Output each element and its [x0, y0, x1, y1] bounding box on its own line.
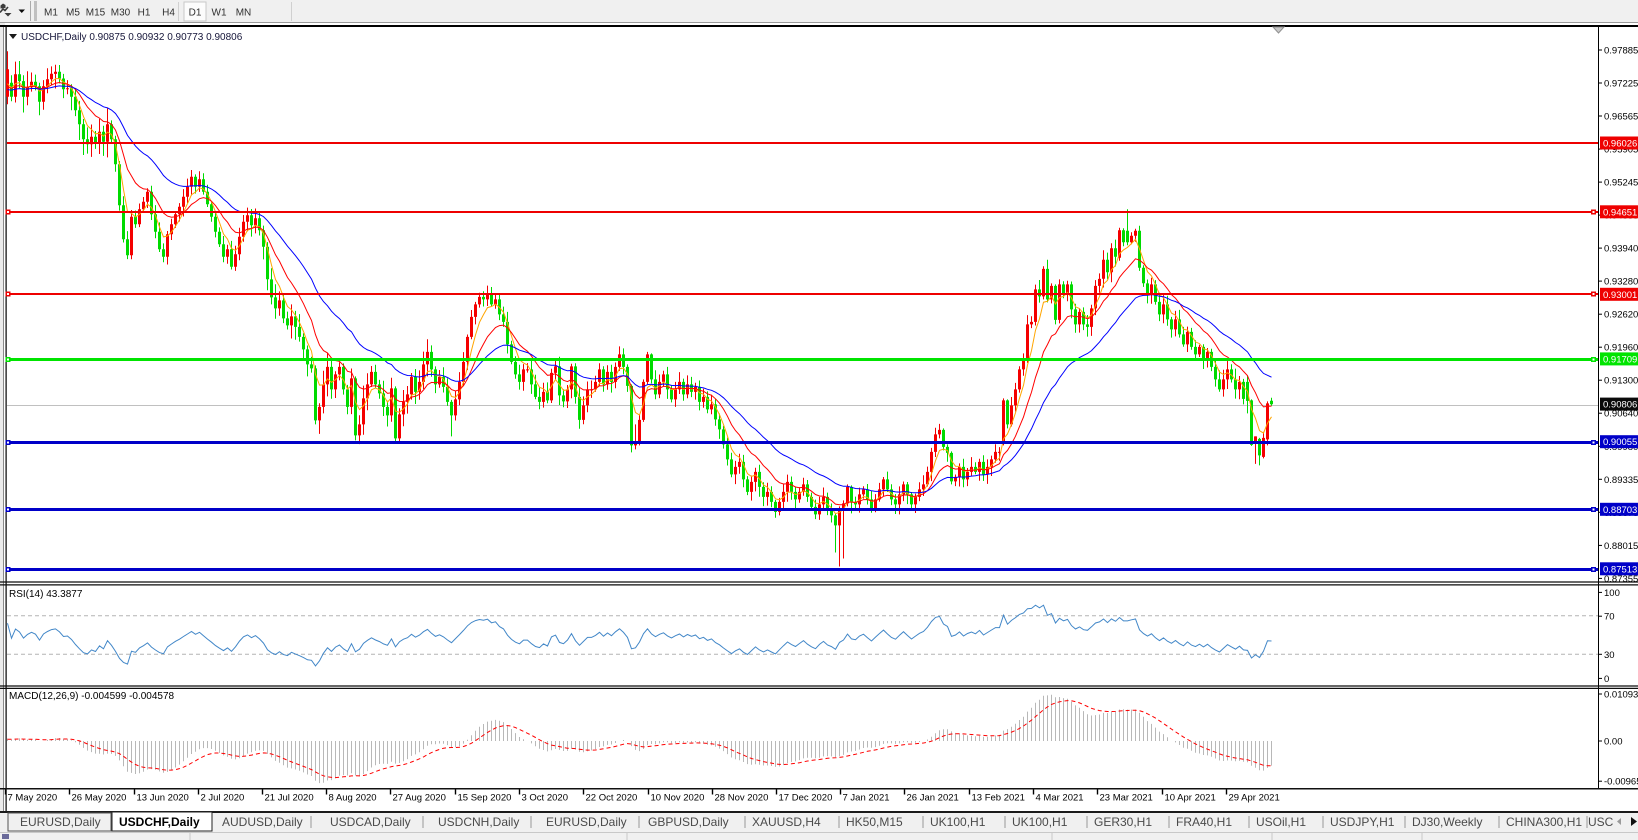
svg-text:13 Jun 2020: 13 Jun 2020: [137, 793, 189, 804]
svg-text:USOil,H1: USOil,H1: [1256, 815, 1306, 829]
svg-text:0.93001: 0.93001: [1603, 290, 1637, 301]
svg-text:M1: M1: [44, 8, 58, 19]
svg-text:8 Aug 2020: 8 Aug 2020: [329, 793, 377, 804]
svg-text:21 Jul 2020: 21 Jul 2020: [265, 793, 314, 804]
svg-text:0.91960: 0.91960: [1604, 343, 1638, 354]
svg-text:3 Oct 2020: 3 Oct 2020: [522, 793, 568, 804]
svg-text:CHINA300,H1: CHINA300,H1: [1506, 815, 1582, 829]
svg-text:GBPUSD,Daily: GBPUSD,Daily: [648, 815, 729, 829]
svg-text:13 Feb 2021: 13 Feb 2021: [972, 793, 1025, 804]
svg-text:0.90055: 0.90055: [1603, 437, 1637, 448]
svg-text:UK100,H1: UK100,H1: [1012, 815, 1068, 829]
svg-text:MN: MN: [236, 8, 252, 19]
svg-text:0.97225: 0.97225: [1604, 79, 1638, 90]
svg-text:M30: M30: [111, 8, 131, 19]
svg-text:26 May 2020: 26 May 2020: [72, 793, 127, 804]
svg-text:H1: H1: [138, 8, 151, 19]
svg-text:10 Nov 2020: 10 Nov 2020: [651, 793, 705, 804]
svg-text:USDCNH,Daily: USDCNH,Daily: [438, 815, 519, 829]
svg-text:0.95245: 0.95245: [1604, 178, 1638, 189]
svg-text:USDCHF,Daily 0.90875 0.90932: USDCHF,Daily 0.90875 0.90932 0.90773 0.9…: [21, 32, 243, 43]
svg-text:0.97885: 0.97885: [1604, 46, 1638, 57]
svg-text:D1: D1: [189, 8, 202, 19]
svg-text:USDCAD,Daily: USDCAD,Daily: [330, 815, 411, 829]
svg-text:26 Jan 2021: 26 Jan 2021: [907, 793, 959, 804]
svg-text:0.94651: 0.94651: [1603, 207, 1637, 218]
svg-text:4 Mar 2021: 4 Mar 2021: [1036, 793, 1084, 804]
svg-text:XAUUSD,H4: XAUUSD,H4: [752, 815, 821, 829]
svg-text:USDJPY,H1: USDJPY,H1: [1330, 815, 1395, 829]
svg-text:MACD(12,26,9) -0.004599 -0.004: MACD(12,26,9) -0.004599 -0.004578: [9, 691, 175, 702]
svg-text:0.89335: 0.89335: [1604, 475, 1638, 486]
svg-text:23 Mar 2021: 23 Mar 2021: [1100, 793, 1153, 804]
svg-text:0.00: 0.00: [1604, 737, 1623, 748]
svg-text:70: 70: [1604, 612, 1615, 623]
svg-text:0.87513: 0.87513: [1603, 564, 1637, 575]
svg-text:0.96026: 0.96026: [1603, 139, 1637, 150]
svg-text:H4: H4: [162, 8, 175, 19]
svg-text:7 Jan 2021: 7 Jan 2021: [843, 793, 890, 804]
svg-text:EURUSD,Daily: EURUSD,Daily: [546, 815, 627, 829]
svg-text:29 Apr 2021: 29 Apr 2021: [1229, 793, 1280, 804]
svg-text:15 Sep 2020: 15 Sep 2020: [458, 793, 512, 804]
svg-text:0: 0: [1604, 674, 1609, 685]
svg-text:EURUSD,Daily: EURUSD,Daily: [20, 815, 101, 829]
svg-text:10 Apr 2021: 10 Apr 2021: [1165, 793, 1216, 804]
svg-text:FRA40,H1: FRA40,H1: [1176, 815, 1232, 829]
svg-text:USDCHF,Daily: USDCHF,Daily: [119, 815, 200, 829]
svg-text:HK50,M15: HK50,M15: [846, 815, 903, 829]
svg-text:27 Aug 2020: 27 Aug 2020: [393, 793, 446, 804]
svg-text:0.88015: 0.88015: [1604, 541, 1638, 552]
svg-text:0.010933: 0.010933: [1604, 690, 1638, 701]
svg-text:0.96565: 0.96565: [1604, 112, 1638, 123]
svg-text:0.88703: 0.88703: [1603, 505, 1637, 516]
svg-text:30: 30: [1604, 650, 1615, 661]
svg-text:0.91709: 0.91709: [1603, 354, 1637, 365]
svg-text:UK100,H1: UK100,H1: [930, 815, 986, 829]
svg-text:AUDUSD,Daily: AUDUSD,Daily: [222, 815, 303, 829]
svg-text:28 Nov 2020: 28 Nov 2020: [715, 793, 769, 804]
svg-text:17 Dec 2020: 17 Dec 2020: [779, 793, 833, 804]
svg-text:0.87355: 0.87355: [1604, 574, 1638, 585]
svg-text:M5: M5: [66, 8, 80, 19]
svg-text:0.91300: 0.91300: [1604, 376, 1638, 387]
svg-text:100: 100: [1604, 588, 1620, 599]
svg-text:-0.00965: -0.00965: [1604, 777, 1638, 788]
svg-text:2 Jul 2020: 2 Jul 2020: [201, 793, 245, 804]
svg-text:22 Oct 2020: 22 Oct 2020: [586, 793, 638, 804]
svg-text:0.93280: 0.93280: [1604, 277, 1638, 288]
svg-text:0.90640: 0.90640: [1604, 409, 1638, 420]
svg-text:USC: USC: [1588, 815, 1614, 829]
svg-text:0.92620: 0.92620: [1604, 310, 1638, 321]
svg-text:M15: M15: [86, 8, 106, 19]
svg-text:RSI(14) 43.3877: RSI(14) 43.3877: [9, 589, 83, 600]
svg-text:0.90806: 0.90806: [1603, 400, 1637, 411]
svg-text:DJ30,Weekly: DJ30,Weekly: [1412, 815, 1482, 829]
svg-text:0.93940: 0.93940: [1604, 244, 1638, 255]
svg-text:7 May 2020: 7 May 2020: [8, 793, 58, 804]
svg-text:0.95905: 0.95905: [1604, 145, 1638, 156]
svg-text:GER30,H1: GER30,H1: [1094, 815, 1152, 829]
svg-text:W1: W1: [212, 8, 227, 19]
